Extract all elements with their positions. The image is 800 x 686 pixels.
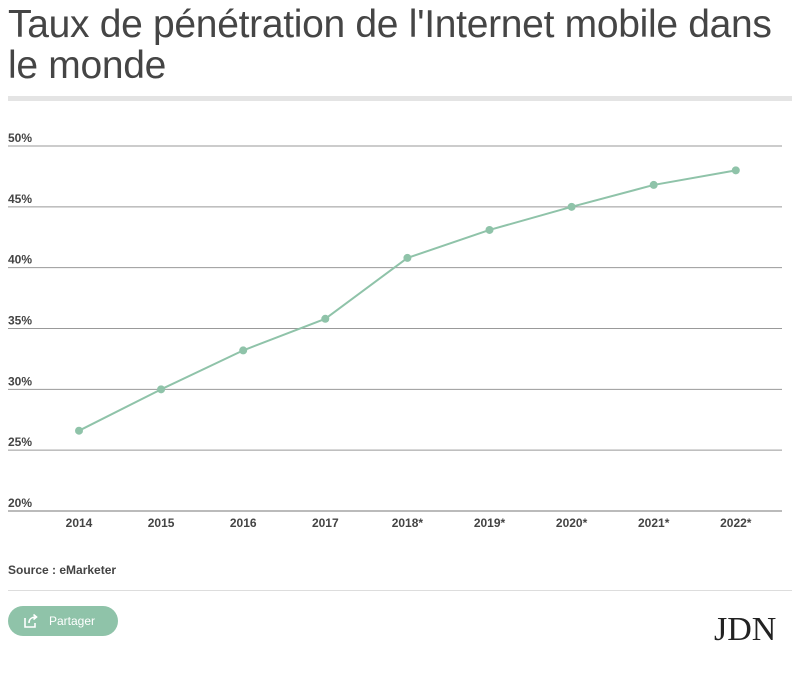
x-tick-label: 2015 — [148, 516, 175, 530]
data-point — [568, 203, 576, 211]
x-tick-label: 2020* — [556, 516, 588, 530]
data-point — [732, 166, 740, 174]
share-button-label: Partager — [49, 614, 95, 628]
y-tick-label: 50% — [8, 131, 32, 145]
x-tick-label: 2017 — [312, 516, 339, 530]
chart-title: Taux de pénétration de l'Internet mobile… — [8, 4, 792, 86]
data-point — [486, 226, 494, 234]
data-point — [239, 346, 247, 354]
y-tick-label: 40% — [8, 253, 32, 267]
data-point — [75, 427, 83, 435]
y-tick-label: 20% — [8, 496, 32, 510]
share-button[interactable]: Partager — [8, 606, 118, 636]
y-tick-label: 45% — [8, 192, 32, 206]
x-tick-label: 2021* — [638, 516, 670, 530]
y-tick-label: 30% — [8, 374, 32, 388]
share-icon — [22, 612, 40, 630]
data-point — [321, 315, 329, 323]
line-chart: 20% 25% 30% 35% 40% 45% 50% 2014 2015 2016 2017 201… — [0, 120, 800, 540]
x-tick-label: 2016 — [230, 516, 257, 530]
data-point — [650, 181, 658, 189]
source-note: Source : eMarketer — [8, 563, 116, 577]
y-tick-label: 35% — [8, 314, 32, 328]
jdn-logo: JDN — [714, 610, 776, 650]
x-tick-label: 2022* — [720, 516, 752, 530]
x-tick-label: 2018* — [392, 516, 424, 530]
source-divider — [8, 590, 792, 591]
y-tick-label: 25% — [8, 435, 32, 449]
series-line — [79, 170, 736, 430]
data-point — [403, 254, 411, 262]
title-divider — [8, 96, 792, 101]
data-point — [157, 385, 165, 393]
x-tick-label: 2019* — [474, 516, 506, 530]
x-tick-label: 2014 — [66, 516, 93, 530]
